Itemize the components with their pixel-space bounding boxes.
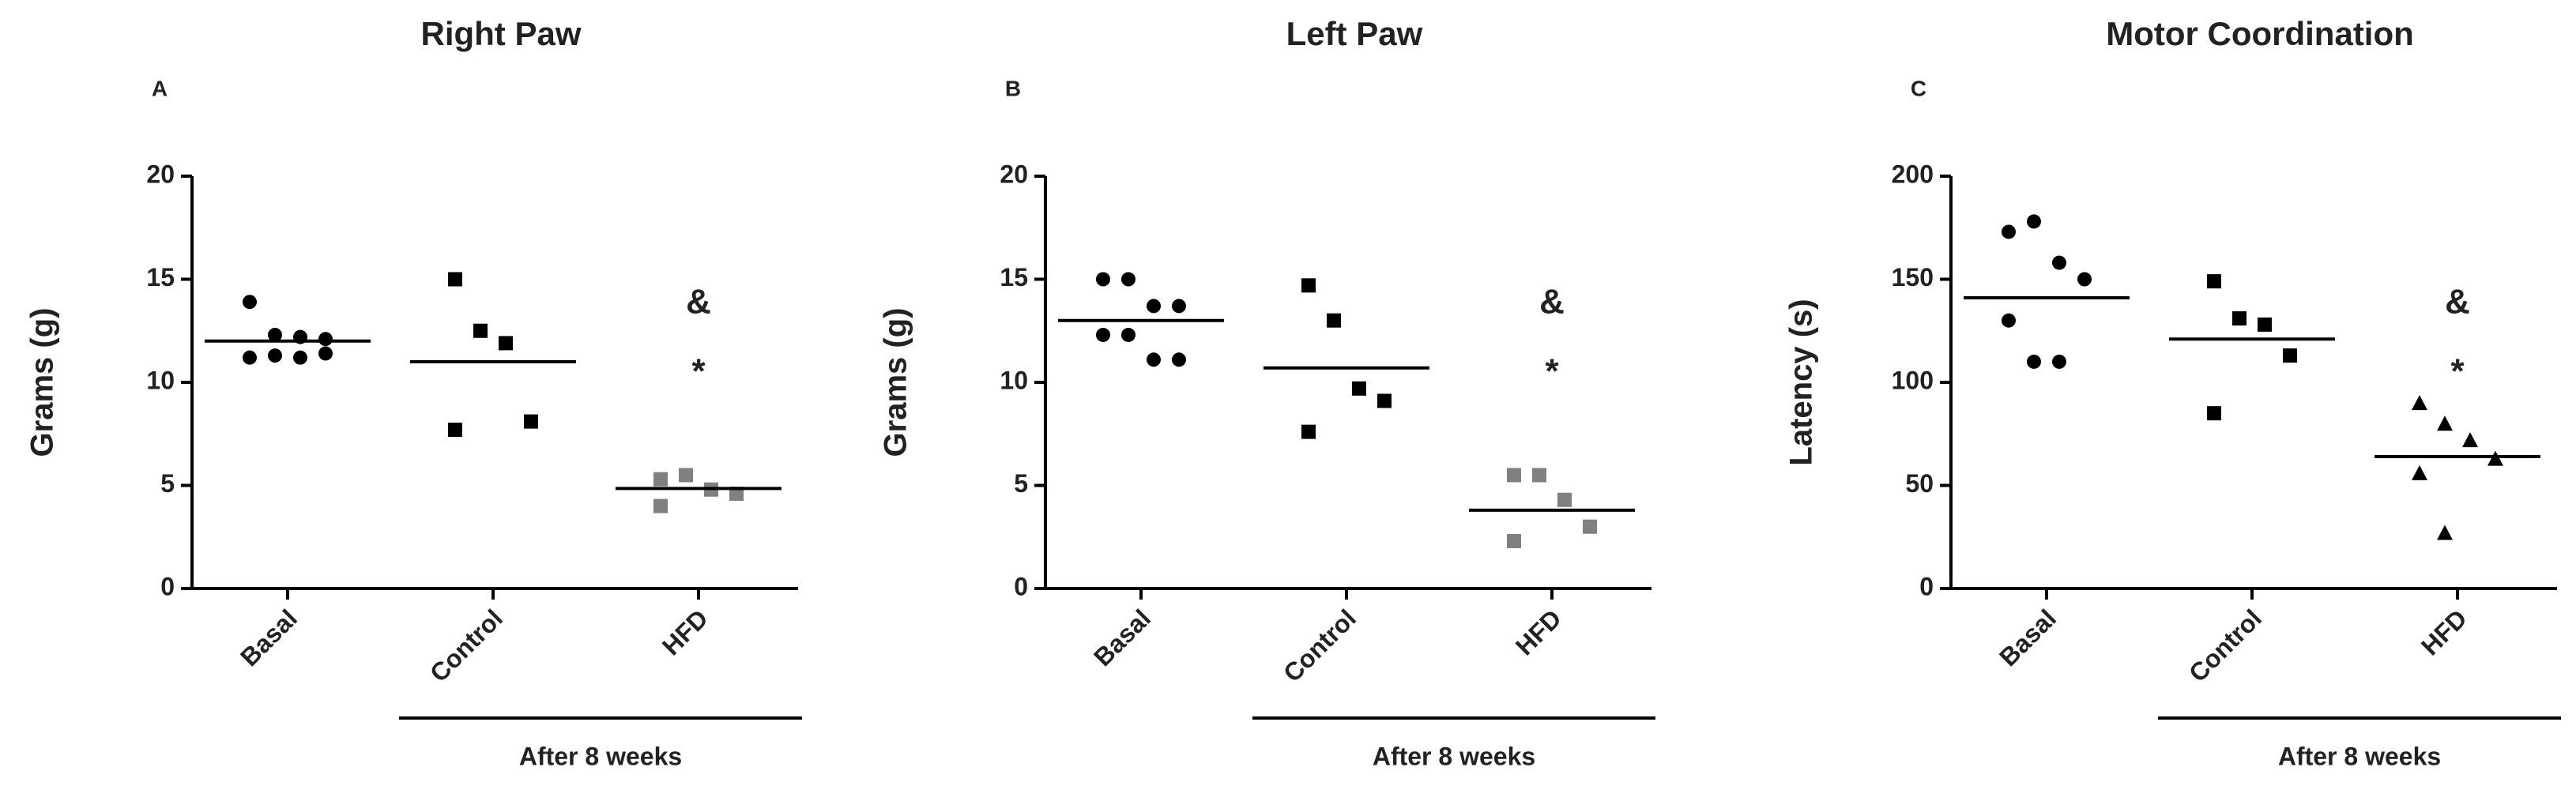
data-point bbox=[2462, 432, 2478, 448]
data-point bbox=[1121, 327, 1135, 342]
bracket-label: After 8 weeks bbox=[519, 742, 682, 770]
data-point bbox=[1532, 468, 1546, 483]
significance-mark: & bbox=[1539, 283, 1565, 322]
x-tick-label: Basal bbox=[1994, 604, 2062, 671]
data-point bbox=[2002, 313, 2016, 328]
significance-mark: * bbox=[2450, 352, 2465, 391]
data-point bbox=[1096, 327, 1110, 342]
data-point bbox=[2207, 274, 2221, 289]
data-point bbox=[268, 327, 282, 342]
y-tick-label: 50 bbox=[1905, 469, 1934, 498]
y-tick-label: 15 bbox=[1000, 263, 1028, 291]
bracket-label: After 8 weeks bbox=[1373, 742, 1535, 770]
data-point bbox=[2258, 317, 2272, 332]
x-tick-label: Control bbox=[2183, 604, 2267, 687]
data-point bbox=[1301, 424, 1316, 439]
data-point bbox=[2437, 525, 2453, 540]
significance-mark: & bbox=[686, 283, 711, 322]
data-point bbox=[653, 498, 668, 513]
data-point bbox=[473, 323, 488, 338]
data-point bbox=[2412, 395, 2427, 411]
data-point bbox=[2283, 348, 2297, 363]
data-point bbox=[524, 414, 538, 429]
data-point bbox=[2027, 214, 2041, 229]
data-point bbox=[318, 332, 333, 347]
data-point bbox=[1172, 352, 1186, 367]
x-tick-label: Basal bbox=[1088, 604, 1156, 671]
data-point bbox=[2002, 224, 2016, 239]
panel-title: Right Paw bbox=[420, 15, 581, 52]
data-point bbox=[2487, 450, 2503, 466]
y-tick-label: 0 bbox=[160, 572, 175, 600]
y-tick-label: 5 bbox=[1014, 469, 1028, 498]
data-point bbox=[1121, 272, 1135, 287]
panel-letter: A bbox=[152, 76, 168, 100]
data-point bbox=[1327, 313, 1341, 328]
data-point bbox=[1147, 299, 1161, 314]
panel-letter: C bbox=[1911, 76, 1926, 100]
y-tick-label: 15 bbox=[146, 263, 175, 291]
y-tick-label: 5 bbox=[160, 469, 175, 498]
data-point bbox=[679, 468, 693, 483]
data-point bbox=[1352, 381, 1366, 396]
data-point bbox=[1172, 299, 1186, 314]
y-axis-label: Grams (g) bbox=[25, 308, 60, 457]
data-point bbox=[1583, 519, 1597, 534]
y-tick-label: 200 bbox=[1892, 160, 1934, 188]
y-tick-label: 100 bbox=[1892, 366, 1934, 394]
data-point bbox=[2207, 406, 2221, 421]
data-point bbox=[448, 423, 462, 438]
data-point bbox=[2027, 354, 2041, 369]
x-tick-label: Basal bbox=[235, 604, 303, 671]
y-tick-label: 150 bbox=[1892, 263, 1934, 291]
significance-mark: & bbox=[2445, 283, 2470, 322]
data-point bbox=[2232, 311, 2246, 326]
panel-title: Left Paw bbox=[1286, 15, 1423, 52]
data-point bbox=[268, 348, 282, 363]
data-point bbox=[2052, 354, 2066, 369]
data-point bbox=[243, 350, 257, 365]
data-point bbox=[729, 486, 744, 501]
y-tick-label: 10 bbox=[146, 366, 175, 394]
data-point bbox=[1507, 533, 1521, 548]
y-tick-label: 20 bbox=[146, 160, 175, 188]
data-point bbox=[1377, 393, 1392, 408]
x-tick-label: HFD bbox=[657, 604, 714, 660]
y-tick-label: 10 bbox=[1000, 366, 1028, 394]
data-point bbox=[1557, 492, 1572, 507]
y-axis-label: Grams (g) bbox=[879, 308, 913, 457]
data-point bbox=[653, 472, 668, 487]
data-point bbox=[2052, 255, 2066, 270]
significance-mark: * bbox=[1545, 352, 1559, 391]
data-point bbox=[1096, 272, 1110, 287]
data-point bbox=[2437, 416, 2453, 431]
y-tick-label: 0 bbox=[1919, 572, 1934, 600]
data-point bbox=[293, 350, 307, 365]
data-point bbox=[2412, 464, 2427, 480]
y-axis-label: Latency (s) bbox=[1784, 299, 1819, 465]
data-point bbox=[448, 272, 462, 287]
panel: Motor Coordination C Latency (s) 0 50 100 150 2… bbox=[1784, 15, 2561, 770]
data-point bbox=[1301, 278, 1316, 293]
x-tick-label: HFD bbox=[1510, 604, 1567, 660]
data-point bbox=[2077, 272, 2092, 287]
panel: Left Paw B Grams (g) 0 5 10 15 20 Basal Control HF… bbox=[879, 15, 1655, 770]
y-tick-label: 20 bbox=[1000, 160, 1028, 188]
data-point bbox=[243, 295, 257, 310]
y-tick-label: 0 bbox=[1014, 572, 1028, 600]
panel: Right Paw A Grams (g) 0 5 10 15 20 Basal Control H… bbox=[25, 15, 802, 770]
panel-letter: B bbox=[1005, 76, 1021, 100]
x-tick-label: Control bbox=[1278, 604, 1361, 687]
data-point bbox=[1507, 468, 1521, 483]
x-tick-label: Control bbox=[424, 604, 508, 687]
data-point bbox=[499, 336, 513, 351]
data-point bbox=[318, 346, 333, 361]
panel-title: Motor Coordination bbox=[2106, 15, 2414, 52]
significance-mark: * bbox=[691, 352, 706, 391]
bracket-label: After 8 weeks bbox=[2278, 742, 2441, 770]
x-tick-label: HFD bbox=[2416, 604, 2472, 660]
data-point bbox=[1147, 352, 1161, 367]
